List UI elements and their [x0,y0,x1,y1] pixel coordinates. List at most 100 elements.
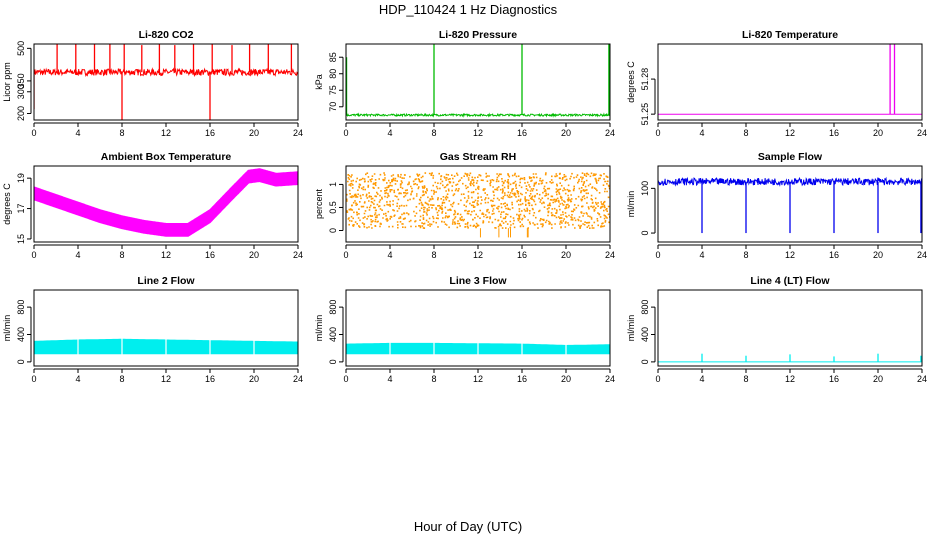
plot-box [657,165,923,243]
panel-title: Sample Flow [758,151,823,163]
panel-title: Line 3 Flow [449,275,507,287]
x-tick-label: 24 [917,250,927,260]
x-tick-label: 0 [31,128,36,138]
x-tick-label: 20 [249,250,259,260]
y-tick-label: 80 [328,69,338,79]
y-tick-label: 800 [640,300,650,315]
y-tick-label: 51.28 [640,68,650,91]
x-tick-label: 24 [605,250,615,260]
y-tick-label: 400 [16,327,26,342]
data-layer [658,176,922,234]
y-tick-label: 0 [328,359,338,364]
y-tick-label: 500 [16,41,26,56]
plot-box [345,43,611,121]
x-tick-label: 4 [699,250,704,260]
panel-pressure: Li-820 Pressure kPa 0 4 8 12 16 20 24 70 75 80 85 [314,29,615,138]
y-tick-label: 70 [328,102,338,112]
panel-line-3-flow: Line 3 Flow ml/min 0 4 8 12 16 20 24 0 400 800 [314,275,615,384]
x-tick-label: 4 [75,374,80,384]
panel-title: Line 4 (LT) Flow [750,275,830,287]
panel-ambient-box-temperature: Ambient Box Temperature degrees C 0 4 8 12 16 2… [2,151,303,260]
y-tick-label: 0 [640,359,650,364]
x-tick-label: 8 [431,374,436,384]
figure-title: HDP_110424 1 Hz Diagnostics [378,2,558,17]
y-tick-label: 19 [16,173,26,183]
series-points [346,172,610,229]
x-tick-label: 4 [387,250,392,260]
x-tick-label: 0 [655,128,660,138]
data-layer [34,44,298,120]
data-layer [346,44,610,118]
panel-title: Gas Stream RH [440,151,516,163]
x-tick-label: 16 [205,374,215,384]
x-tick-label: 20 [873,374,883,384]
x-tick-label: 20 [561,250,571,260]
panel-line-2-flow: Line 2 Flow ml/min 0 4 8 12 16 20 24 0 400 800 [2,275,303,384]
x-tick-label: 8 [431,250,436,260]
x-tick-label: 16 [829,128,839,138]
y-tick-label: 200 [16,106,26,121]
data-layer [34,168,298,237]
x-tick-label: 8 [743,250,748,260]
data-layer [346,342,610,355]
x-tick-label: 4 [75,250,80,260]
y-axis-label: ml/min [626,315,636,342]
x-tick-label: 8 [743,128,748,138]
panel-title: Li-820 Temperature [742,29,838,41]
plot-box [33,43,299,121]
y-tick-label: 400 [640,327,650,342]
y-axis-label: Licor ppm [2,62,12,102]
x-tick-label: 12 [161,128,171,138]
x-tick-label: 4 [699,128,704,138]
x-tick-label: 0 [343,250,348,260]
plot-box [657,43,923,121]
x-tick-label: 12 [161,374,171,384]
y-tick-label: 350 [16,73,26,88]
x-tick-label: 20 [249,128,259,138]
x-tick-label: 4 [75,128,80,138]
x-tick-label: 16 [205,128,215,138]
y-axis-label: ml/min [314,315,324,342]
x-tick-label: 24 [917,128,927,138]
y-tick-label: 300 [16,84,26,99]
y-axis-label: ml/min [2,315,12,342]
panel-gas-stream-rh: Gas Stream RH percent 0 4 8 12 16 20 24 0 0.5 1 [314,151,615,260]
x-tick-label: 0 [343,128,348,138]
y-tick-label: 800 [328,300,338,315]
x-tick-label: 20 [249,374,259,384]
x-tick-label: 4 [387,128,392,138]
x-tick-label: 8 [431,128,436,138]
plot-box [345,165,611,243]
series-line [34,67,298,78]
y-axis-label: degrees C [2,183,12,225]
series-line [346,112,610,118]
plot-box [33,165,299,243]
x-tick-label: 4 [387,374,392,384]
x-tick-label: 12 [785,250,795,260]
panel-title: Ambient Box Temperature [101,151,232,163]
x-tick-label: 12 [161,250,171,260]
x-tick-label: 20 [561,374,571,384]
x-tick-label: 24 [605,128,615,138]
x-tick-label: 8 [119,374,124,384]
panel-title: Li-820 CO2 [139,29,194,41]
y-axis-label: degrees C [626,61,636,103]
y-tick-label: 100 [640,181,650,196]
x-tick-label: 24 [293,250,303,260]
x-tick-label: 0 [655,250,660,260]
panel-sample-flow: Sample Flow ml/min 0 4 8 12 16 20 24 0 100 [626,151,927,260]
x-tick-label: 20 [873,128,883,138]
x-tick-label: 24 [293,128,303,138]
x-tick-label: 0 [343,374,348,384]
panel-title: Line 2 Flow [137,275,195,287]
x-tick-label: 16 [205,250,215,260]
y-tick-label: 15 [16,234,26,244]
x-tick-label: 16 [517,374,527,384]
y-axis-label: kPa [314,74,324,90]
x-tick-label: 16 [517,128,527,138]
y-tick-label: 17 [16,204,26,214]
plot-box [33,289,299,367]
x-tick-label: 16 [829,374,839,384]
panel-line-4-flow: Line 4 (LT) Flow ml/min 0 4 8 12 16 20 24 0 400 800 [626,275,927,384]
